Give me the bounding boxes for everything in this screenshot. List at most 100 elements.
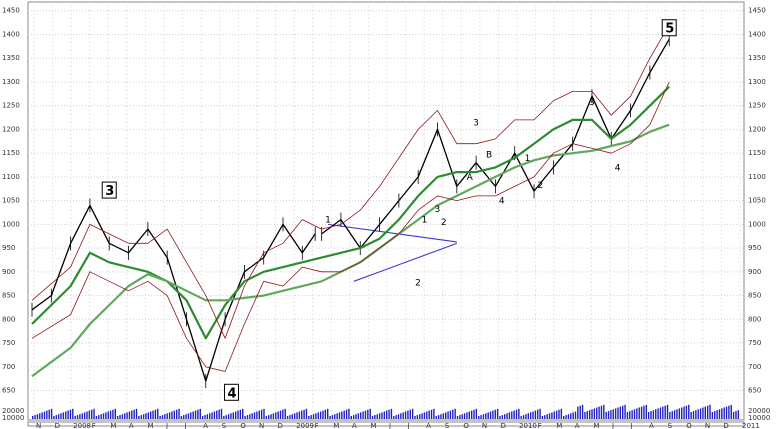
volume-bar [230,413,232,419]
volume-bar [390,408,393,419]
series-line [31,204,316,382]
volume-bar [551,412,553,419]
volume-bar [565,415,567,419]
volume-bar [622,405,624,419]
volume-bar [180,416,183,419]
volume-bar [258,410,260,419]
volume-bar [655,409,657,419]
volume-bar [213,411,216,419]
volume-bar [659,407,662,419]
volume-bar [190,412,192,419]
volume-bar [492,410,494,419]
volume-bar [336,413,338,419]
trendline [353,242,457,282]
volume-bar [319,411,322,419]
volume-bar [673,410,676,419]
volume-bar [36,414,39,419]
volume-bar [39,413,41,419]
volume-bar [678,408,681,419]
volume-bar [671,411,673,419]
volume-bar [603,404,605,419]
volume-bar [62,412,65,419]
volume-bar [327,408,329,419]
volume-bar [553,411,555,419]
x-tick-label: D [723,422,728,429]
volume-bar [433,408,435,419]
volume-bar [371,416,374,419]
x-tick-label: A [129,422,134,429]
volume-bar [289,415,291,419]
wave-label-box [661,19,677,37]
volume-bar [308,416,310,419]
wave-label: 3 [105,184,114,199]
volume-bar [364,410,367,419]
volume-bar [183,415,185,419]
trendlines [327,223,457,282]
volume-bar [619,406,622,419]
volume-bar [631,410,633,419]
volume-bar [145,413,147,419]
volume-bar [593,408,596,419]
volume-bar [74,416,76,419]
price-panel-frame [27,1,745,421]
volume-bar [81,413,83,419]
volume-bar [166,413,168,419]
volume-bar [86,411,88,419]
volume-bar [475,408,478,419]
volume-bar [633,409,636,419]
volume-bar [456,416,459,419]
volume-bar [487,412,489,419]
x-tick-label: N [259,422,264,429]
volume-bar [419,414,421,419]
volume-bar [355,414,357,419]
series-line [31,24,670,339]
volume-bar [732,412,735,419]
volume-bar [147,412,150,419]
volume-bar [199,408,201,419]
x-tick-label: M [110,422,116,429]
x-tick-label: A [203,422,208,429]
volume-bar [459,415,461,419]
volume-bar [194,410,197,419]
x-tick-label: F [92,422,96,429]
volume-bar [532,411,534,419]
y-tick-label: 1000 [2,220,20,228]
volume-bar [157,408,159,419]
volume-bar [612,409,614,419]
volume-bar [67,410,69,419]
volume-bar [204,415,206,419]
volume-bar [520,416,522,419]
volume-bar [624,404,626,419]
volume-bar [735,411,737,419]
volume-bar [466,412,468,419]
volume-bar [692,411,695,419]
volume-bar [581,404,584,419]
volume-bar [737,410,740,419]
volume-bar [268,415,270,419]
volume-bar [317,412,319,419]
volume-frame [27,421,745,427]
x-tick-label: O [240,422,246,429]
y-tick-label: 850 [748,292,761,300]
volume-bar [154,409,157,419]
x-tick-label: M [370,422,376,429]
volume-bar [341,411,343,419]
y-tick-label: 1300 [2,78,20,86]
volume-bar [116,416,119,419]
volume-bar [260,409,263,419]
y-tick-label: 1350 [748,54,766,62]
volume-bar [437,415,440,419]
y-tick-label: 700 [2,363,15,371]
y-tick-label: 1100 [748,173,766,181]
volume-bar [393,416,395,419]
y-tick-label: 650 [748,387,761,395]
wave-label: 4 [615,163,621,173]
volume-bar [225,415,227,419]
x-axis: N D 2008 F M A M J J A S O N D 2009 F M A M J J A S O N D 2010 F M A M… [36,422,760,429]
volume-bar [334,414,336,419]
series-line [31,85,670,340]
volume-bar [699,408,702,419]
y-tick-label: 1250 [2,102,20,110]
